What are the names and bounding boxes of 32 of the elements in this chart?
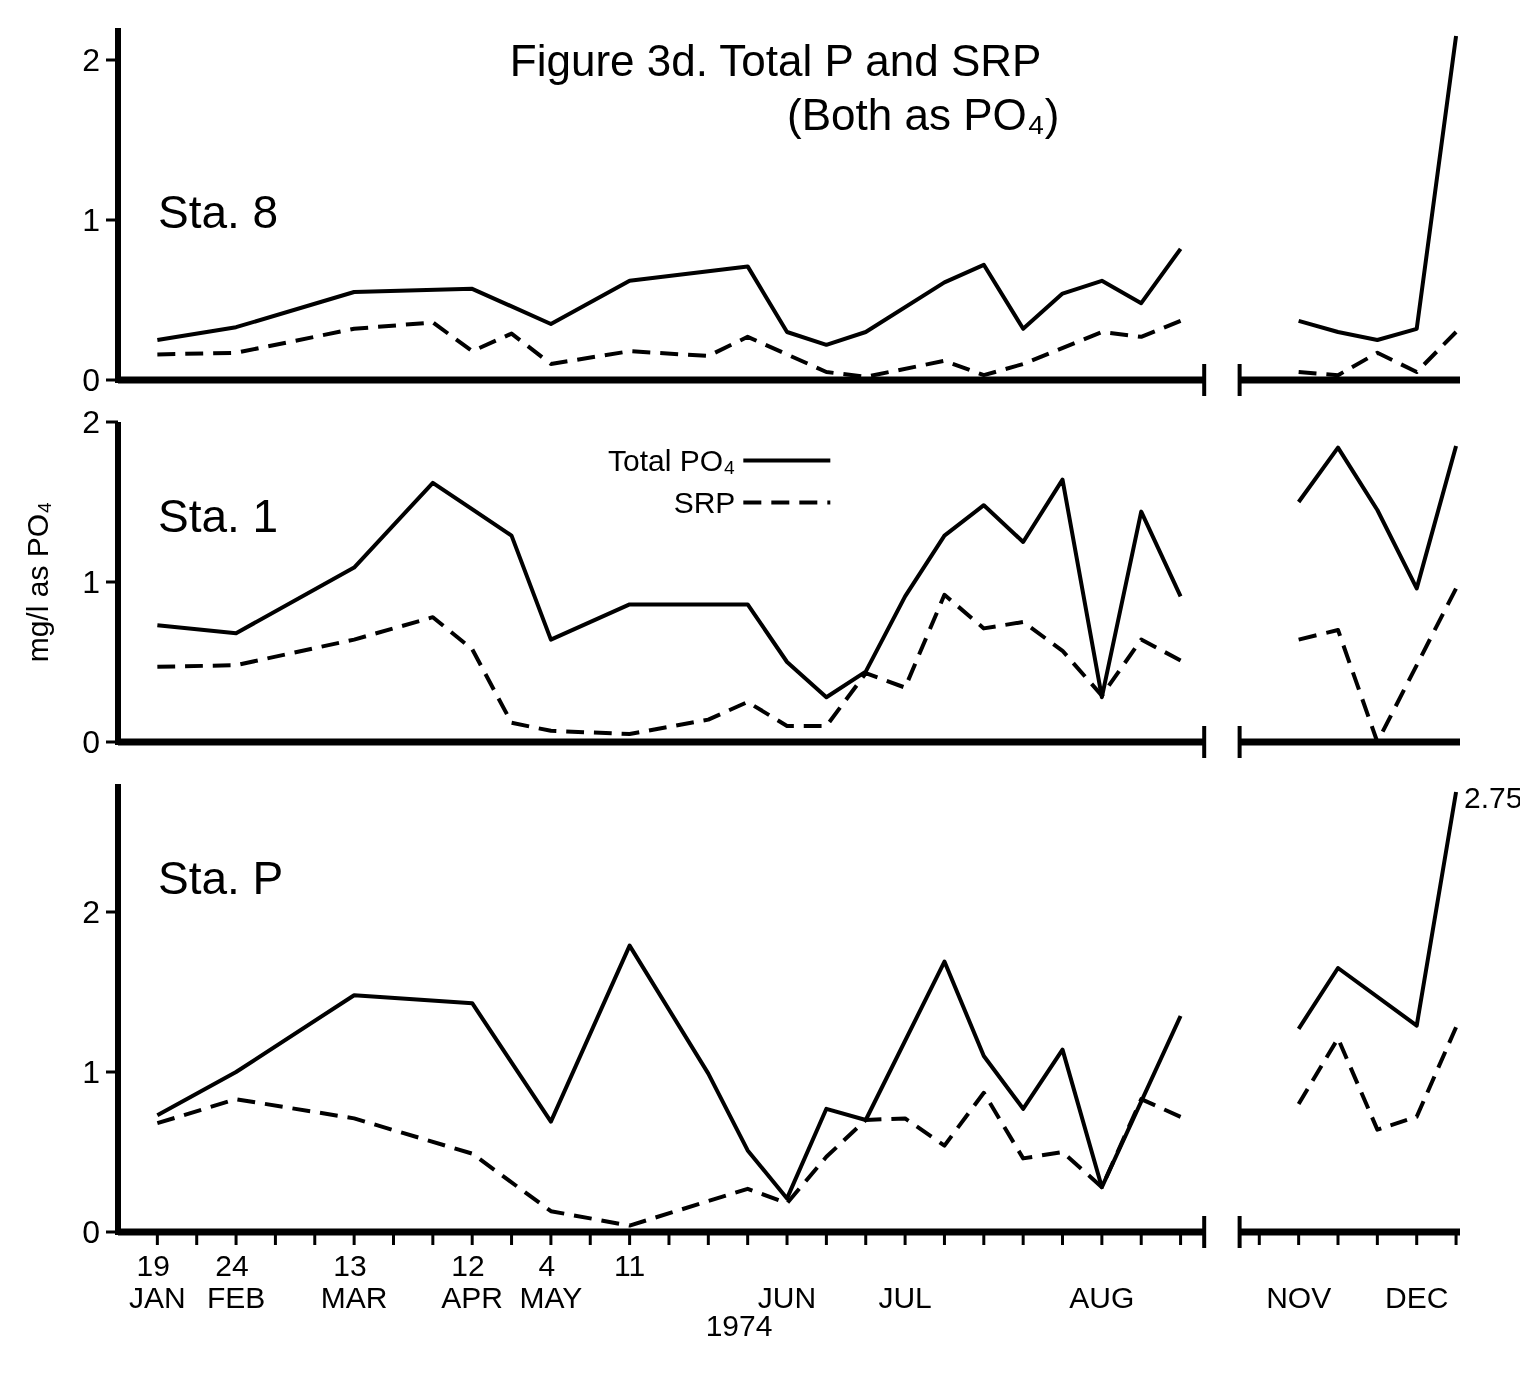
line-series [1296, 444, 1459, 591]
x-tick-label: 11 [614, 1249, 646, 1282]
annotation: Sta. 1 [158, 490, 279, 542]
legend-label: SRP [673, 485, 736, 519]
x-tick-label: NOV [1266, 1281, 1332, 1314]
annotation: Sta. 8 [158, 186, 279, 238]
line-series [1296, 34, 1459, 342]
legend-label: Total PO₄ [608, 443, 736, 477]
annotation: Sta. P [158, 852, 284, 904]
y-tick-label: 2 [82, 894, 100, 931]
x-tick-label: 13 MAR [320, 1249, 388, 1314]
x-tick-label: AUG [1069, 1281, 1135, 1314]
y-tick-label: 2 [82, 42, 100, 79]
chart-title: Figure 3d. Total P and SRP [509, 36, 1042, 85]
x-tick-label: 12 APR [441, 1249, 504, 1314]
line-series [1296, 790, 1459, 1031]
y-tick-label: 1 [82, 1054, 100, 1091]
text: (Both as PO₄) [787, 90, 1060, 139]
x-tick-label: 19 JAN [129, 1249, 186, 1314]
y-tick-label: 0 [82, 724, 100, 761]
y-tick-label: 0 [82, 362, 100, 399]
y-tick-label: 1 [82, 564, 100, 601]
x-tick-label: DEC [1385, 1281, 1449, 1314]
y-axis-title: mg/l as PO₄ [21, 501, 54, 663]
x-tick-label: 4 MAY [519, 1249, 583, 1314]
y-tick-label: 2 [82, 404, 100, 441]
y-tick-label: 1 [82, 202, 100, 239]
x-tick-label: JUL [878, 1281, 932, 1314]
line-series [1296, 1025, 1459, 1132]
y-tick-label: 0 [82, 1214, 100, 1251]
line-series [155, 246, 1183, 347]
x-tick-label: 24 FEB [206, 1249, 266, 1314]
